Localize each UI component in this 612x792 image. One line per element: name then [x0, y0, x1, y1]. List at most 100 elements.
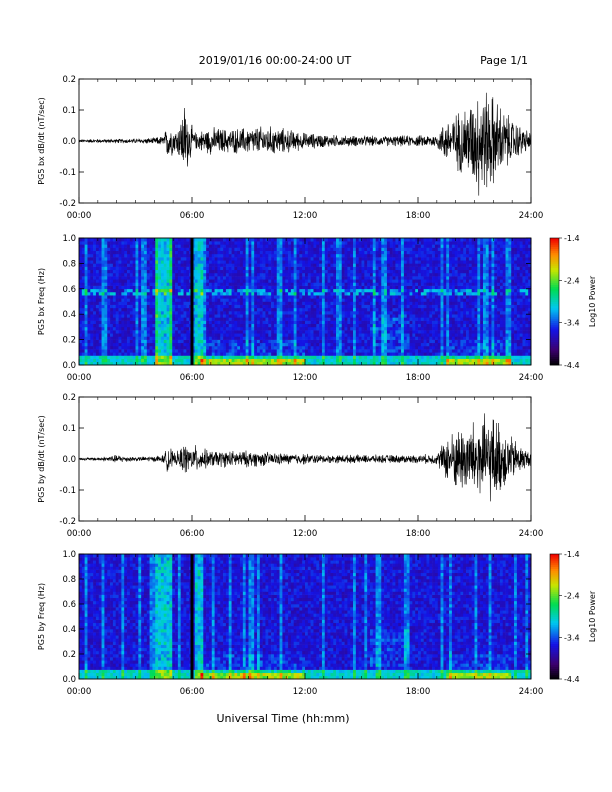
spectrogram-cell: [423, 250, 427, 255]
spectrogram-cell: [251, 311, 255, 315]
spectrogram-cell: [319, 247, 323, 251]
spectrogram-cell: [367, 342, 371, 347]
spectrogram-cell: [81, 317, 85, 321]
spectrogram-cell: [194, 342, 198, 347]
spectrogram-cell: [367, 311, 371, 315]
spectrogram-cell: [158, 257, 162, 261]
spectrogram-cell: [245, 326, 249, 331]
spectrogram-cell: [129, 253, 133, 258]
spectrogram-cell: [95, 250, 100, 255]
spectrogram-cell: [384, 285, 388, 290]
spectrogram-cell: [256, 317, 261, 321]
spectrogram-cell: [163, 282, 167, 286]
spectrogram-cell: [316, 314, 320, 318]
spectrogram-cell: [350, 358, 354, 363]
spectrogram-cell: [231, 349, 235, 353]
spectrogram-cell: [305, 279, 309, 283]
spectrogram-cell: [228, 336, 232, 340]
spectrogram-cell: [401, 333, 405, 337]
spectrogram-cell: [395, 330, 399, 334]
spectrogram-cell: [177, 342, 182, 347]
spectrogram-cell: [169, 326, 173, 331]
spectrogram-cell: [333, 266, 337, 271]
spectrogram-cell: [403, 320, 408, 325]
spectrogram-cell: [279, 361, 283, 366]
spectrogram-cell: [369, 244, 374, 248]
spectrogram-cell: [406, 330, 410, 334]
spectrogram-cell: [358, 339, 362, 344]
spectrogram-cell: [305, 314, 309, 318]
spectrogram-cell: [273, 288, 278, 293]
spectrogram-cell: [248, 291, 252, 296]
spectrogram-cell: [344, 247, 348, 251]
spectrogram-cell: [90, 241, 94, 245]
spectrogram-cell: [197, 288, 201, 293]
spectrogram-cell: [132, 272, 136, 277]
spectrogram-cell: [321, 269, 326, 274]
spectrogram-cell: [79, 333, 83, 337]
spectrogram-cell: [386, 282, 391, 286]
spectrogram-cell: [177, 250, 182, 255]
spectrogram-cell: [87, 238, 91, 242]
spectrogram-cell: [228, 304, 232, 309]
spectrogram-cell: [225, 352, 230, 356]
spectrogram-cell: [299, 266, 303, 271]
spectrogram-cell: [155, 342, 159, 347]
spectrogram-cell: [333, 342, 337, 347]
spectrogram-cell: [166, 269, 170, 274]
spectrogram-cell: [369, 238, 374, 242]
spectrogram-cell: [293, 345, 297, 350]
spectrogram-cell: [155, 352, 159, 356]
spectrogram-cell: [200, 345, 204, 350]
spectrogram-cell: [381, 298, 385, 302]
spectrogram-cell: [118, 276, 122, 280]
spectrogram-cell: [341, 304, 345, 309]
spectrogram-cell: [344, 339, 348, 344]
spectrogram-cell: [194, 307, 198, 312]
spectrogram-cell: [234, 250, 238, 255]
spectrogram-cell: [276, 257, 280, 261]
spectrogram-cell: [132, 355, 136, 359]
spectrogram-cell: [84, 291, 88, 296]
spectrogram-cell: [245, 244, 249, 248]
spectrogram-cell: [406, 279, 410, 283]
spectrogram-cell: [237, 260, 241, 264]
spectrogram-cell: [124, 250, 128, 255]
spectrogram-cell: [381, 349, 385, 353]
spectrogram-cell: [240, 257, 244, 261]
spectrogram-cell: [367, 288, 371, 293]
spectrogram-cell: [406, 317, 410, 321]
spectrogram-cell: [124, 301, 128, 305]
spectrogram-cell: [112, 314, 117, 318]
spectrogram-cell: [177, 326, 182, 331]
spectrogram-cell: [251, 282, 255, 286]
spectrogram-cell: [211, 279, 215, 283]
spectrogram-cell: [146, 330, 150, 334]
spectrogram-cell: [319, 314, 323, 318]
spectrogram-cell: [282, 266, 286, 271]
spectrogram-cell: [296, 247, 300, 251]
spectrogram-cell: [353, 339, 357, 344]
spectrogram-cell: [355, 272, 359, 277]
spectrogram-cell: [355, 311, 359, 315]
spectrogram-cell: [307, 253, 311, 258]
spectrogram-cell: [206, 288, 210, 293]
spectrogram-cell: [364, 279, 368, 283]
spectrogram-cell: [319, 333, 323, 337]
spectrogram-cell: [398, 304, 402, 309]
spectrogram-cell: [158, 336, 162, 340]
spectrogram-cell: [124, 276, 128, 280]
spectrogram-cell: [180, 288, 184, 293]
spectrogram-cell: [115, 285, 119, 290]
spectrogram-cell: [141, 238, 145, 242]
spectrogram-cell: [288, 349, 292, 353]
spectrogram-cell: [160, 339, 165, 344]
spectrogram-cell: [245, 336, 249, 340]
spectrogram-cell: [214, 323, 218, 328]
spectrogram-cell: [138, 361, 142, 366]
spectrogram-cell: [237, 326, 241, 331]
spectrogram-cell: [95, 352, 100, 356]
spectrogram-cell: [155, 253, 159, 258]
spectrogram-cell: [138, 263, 142, 267]
spectrogram-cell: [361, 295, 365, 299]
